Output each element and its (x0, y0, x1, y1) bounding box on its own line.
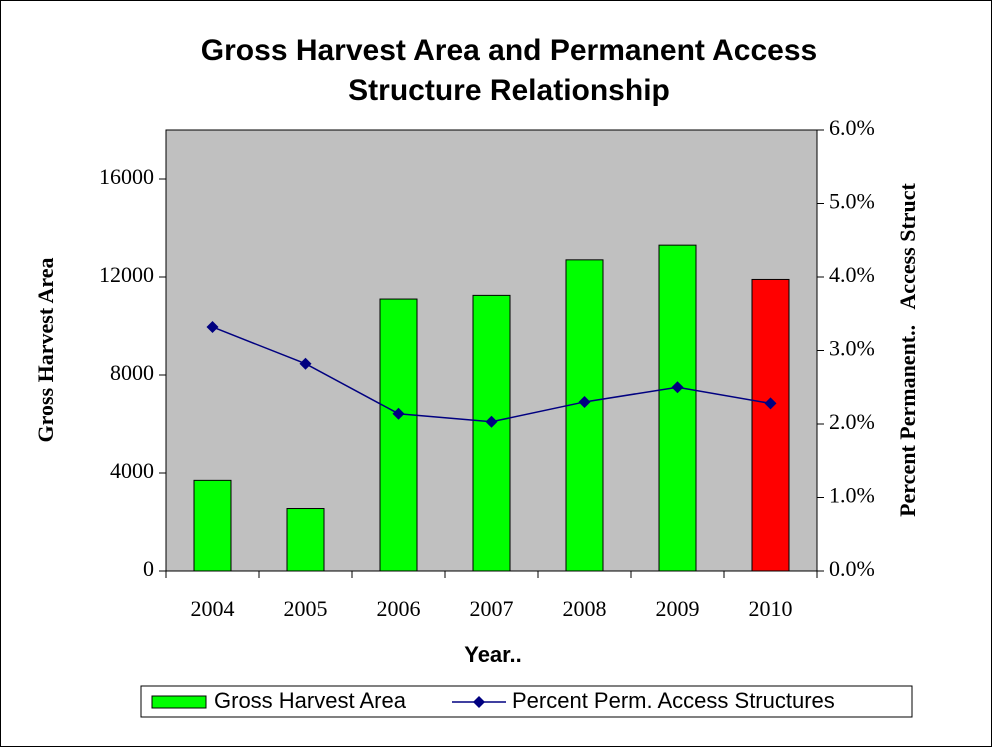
y-tick-label: 4000 (110, 458, 154, 483)
x-tick-label: 2010 (749, 596, 793, 621)
bar (658, 244, 697, 572)
y2-tick-label: 0.0% (829, 556, 875, 581)
bar (193, 479, 232, 572)
marker (485, 415, 498, 428)
marker (578, 395, 591, 408)
y-axis-title: Gross Harvest Area (33, 258, 58, 443)
y-tick-label: 12000 (99, 262, 154, 287)
bar (751, 278, 790, 572)
legend-swatch (151, 695, 207, 709)
x-tick-label: 2004 (191, 596, 235, 621)
y2-axis-title: Percent Permanent.. Access Struct (895, 182, 920, 516)
chart-title: Gross Harvest Area and Permanent Access (201, 34, 817, 67)
marker (206, 320, 219, 333)
x-tick-label: 2006 (377, 596, 421, 621)
marker (299, 357, 312, 370)
legend-marker (473, 696, 485, 708)
y2-tick-label: 5.0% (829, 189, 875, 214)
legend-label: Percent Perm. Access Structures (512, 688, 835, 713)
marker (764, 397, 777, 410)
x-tick-label: 2007 (470, 596, 514, 621)
y-tick-label: 0 (143, 556, 154, 581)
x-axis-title: Year.. (464, 642, 522, 667)
y-tick-label: 16000 (99, 164, 154, 189)
y-tick-label: 8000 (110, 360, 154, 385)
x-tick-label: 2009 (656, 596, 700, 621)
marker (392, 407, 405, 420)
x-tick-label: 2008 (563, 596, 607, 621)
y2-tick-label: 1.0% (829, 483, 875, 508)
legend-label: Gross Harvest Area (214, 688, 407, 713)
x-tick-label: 2005 (284, 596, 328, 621)
y2-tick-label: 3.0% (829, 336, 875, 361)
legend-box (140, 685, 913, 718)
bar (379, 298, 418, 572)
marker (671, 381, 684, 394)
bar (565, 259, 604, 572)
bar (286, 508, 325, 572)
y2-tick-label: 2.0% (829, 409, 875, 434)
bar (472, 294, 511, 572)
y2-tick-label: 4.0% (829, 262, 875, 287)
chart-title: Structure Relationship (348, 74, 670, 107)
y2-tick-label: 6.0% (829, 115, 875, 140)
